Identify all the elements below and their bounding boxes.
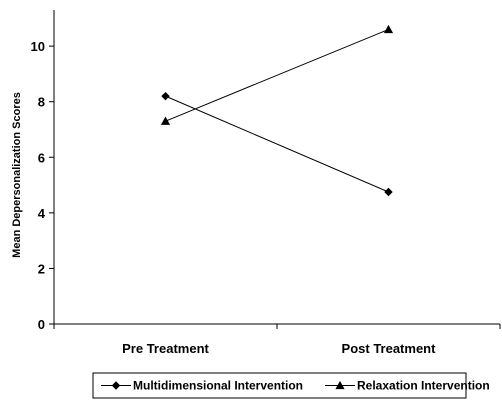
y-axis-title: Mean Depersonalization Scores <box>11 92 23 258</box>
diamond-marker <box>111 381 121 390</box>
y-tick-label: 10 <box>31 39 45 54</box>
x-category-label: Pre Treatment <box>122 341 209 356</box>
y-axis: 0 2 4 6 8 10 <box>31 10 55 332</box>
series-line <box>165 28 389 122</box>
x-category-label: Post Treatment <box>342 341 437 356</box>
legend-label: Multidimensional Intervention <box>133 379 303 393</box>
series-relaxation <box>160 24 394 125</box>
legend-label: Relaxation Intervention <box>357 379 490 393</box>
y-tick-label: 8 <box>38 95 45 110</box>
y-tick-label: 2 <box>38 261 45 276</box>
series-multidimensional <box>161 91 393 197</box>
series-line <box>165 95 389 193</box>
legend-box <box>92 372 467 399</box>
series-group <box>160 24 394 197</box>
legend-entry: Relaxation Intervention <box>325 379 490 393</box>
y-tick-label: 4 <box>38 206 46 221</box>
diamond-marker <box>384 187 393 197</box>
y-tick-label: 6 <box>38 150 45 165</box>
legend: Multidimensional Intervention Relaxation … <box>92 372 490 399</box>
diamond-marker <box>161 91 170 101</box>
triangle-marker <box>383 24 394 34</box>
x-axis: Pre Treatment Post Treatment <box>53 323 501 356</box>
triangle-marker <box>335 380 345 390</box>
triangle-marker <box>160 116 171 125</box>
y-tick-label: 0 <box>38 317 45 332</box>
legend-entry: Multidimensional Intervention <box>101 379 303 393</box>
